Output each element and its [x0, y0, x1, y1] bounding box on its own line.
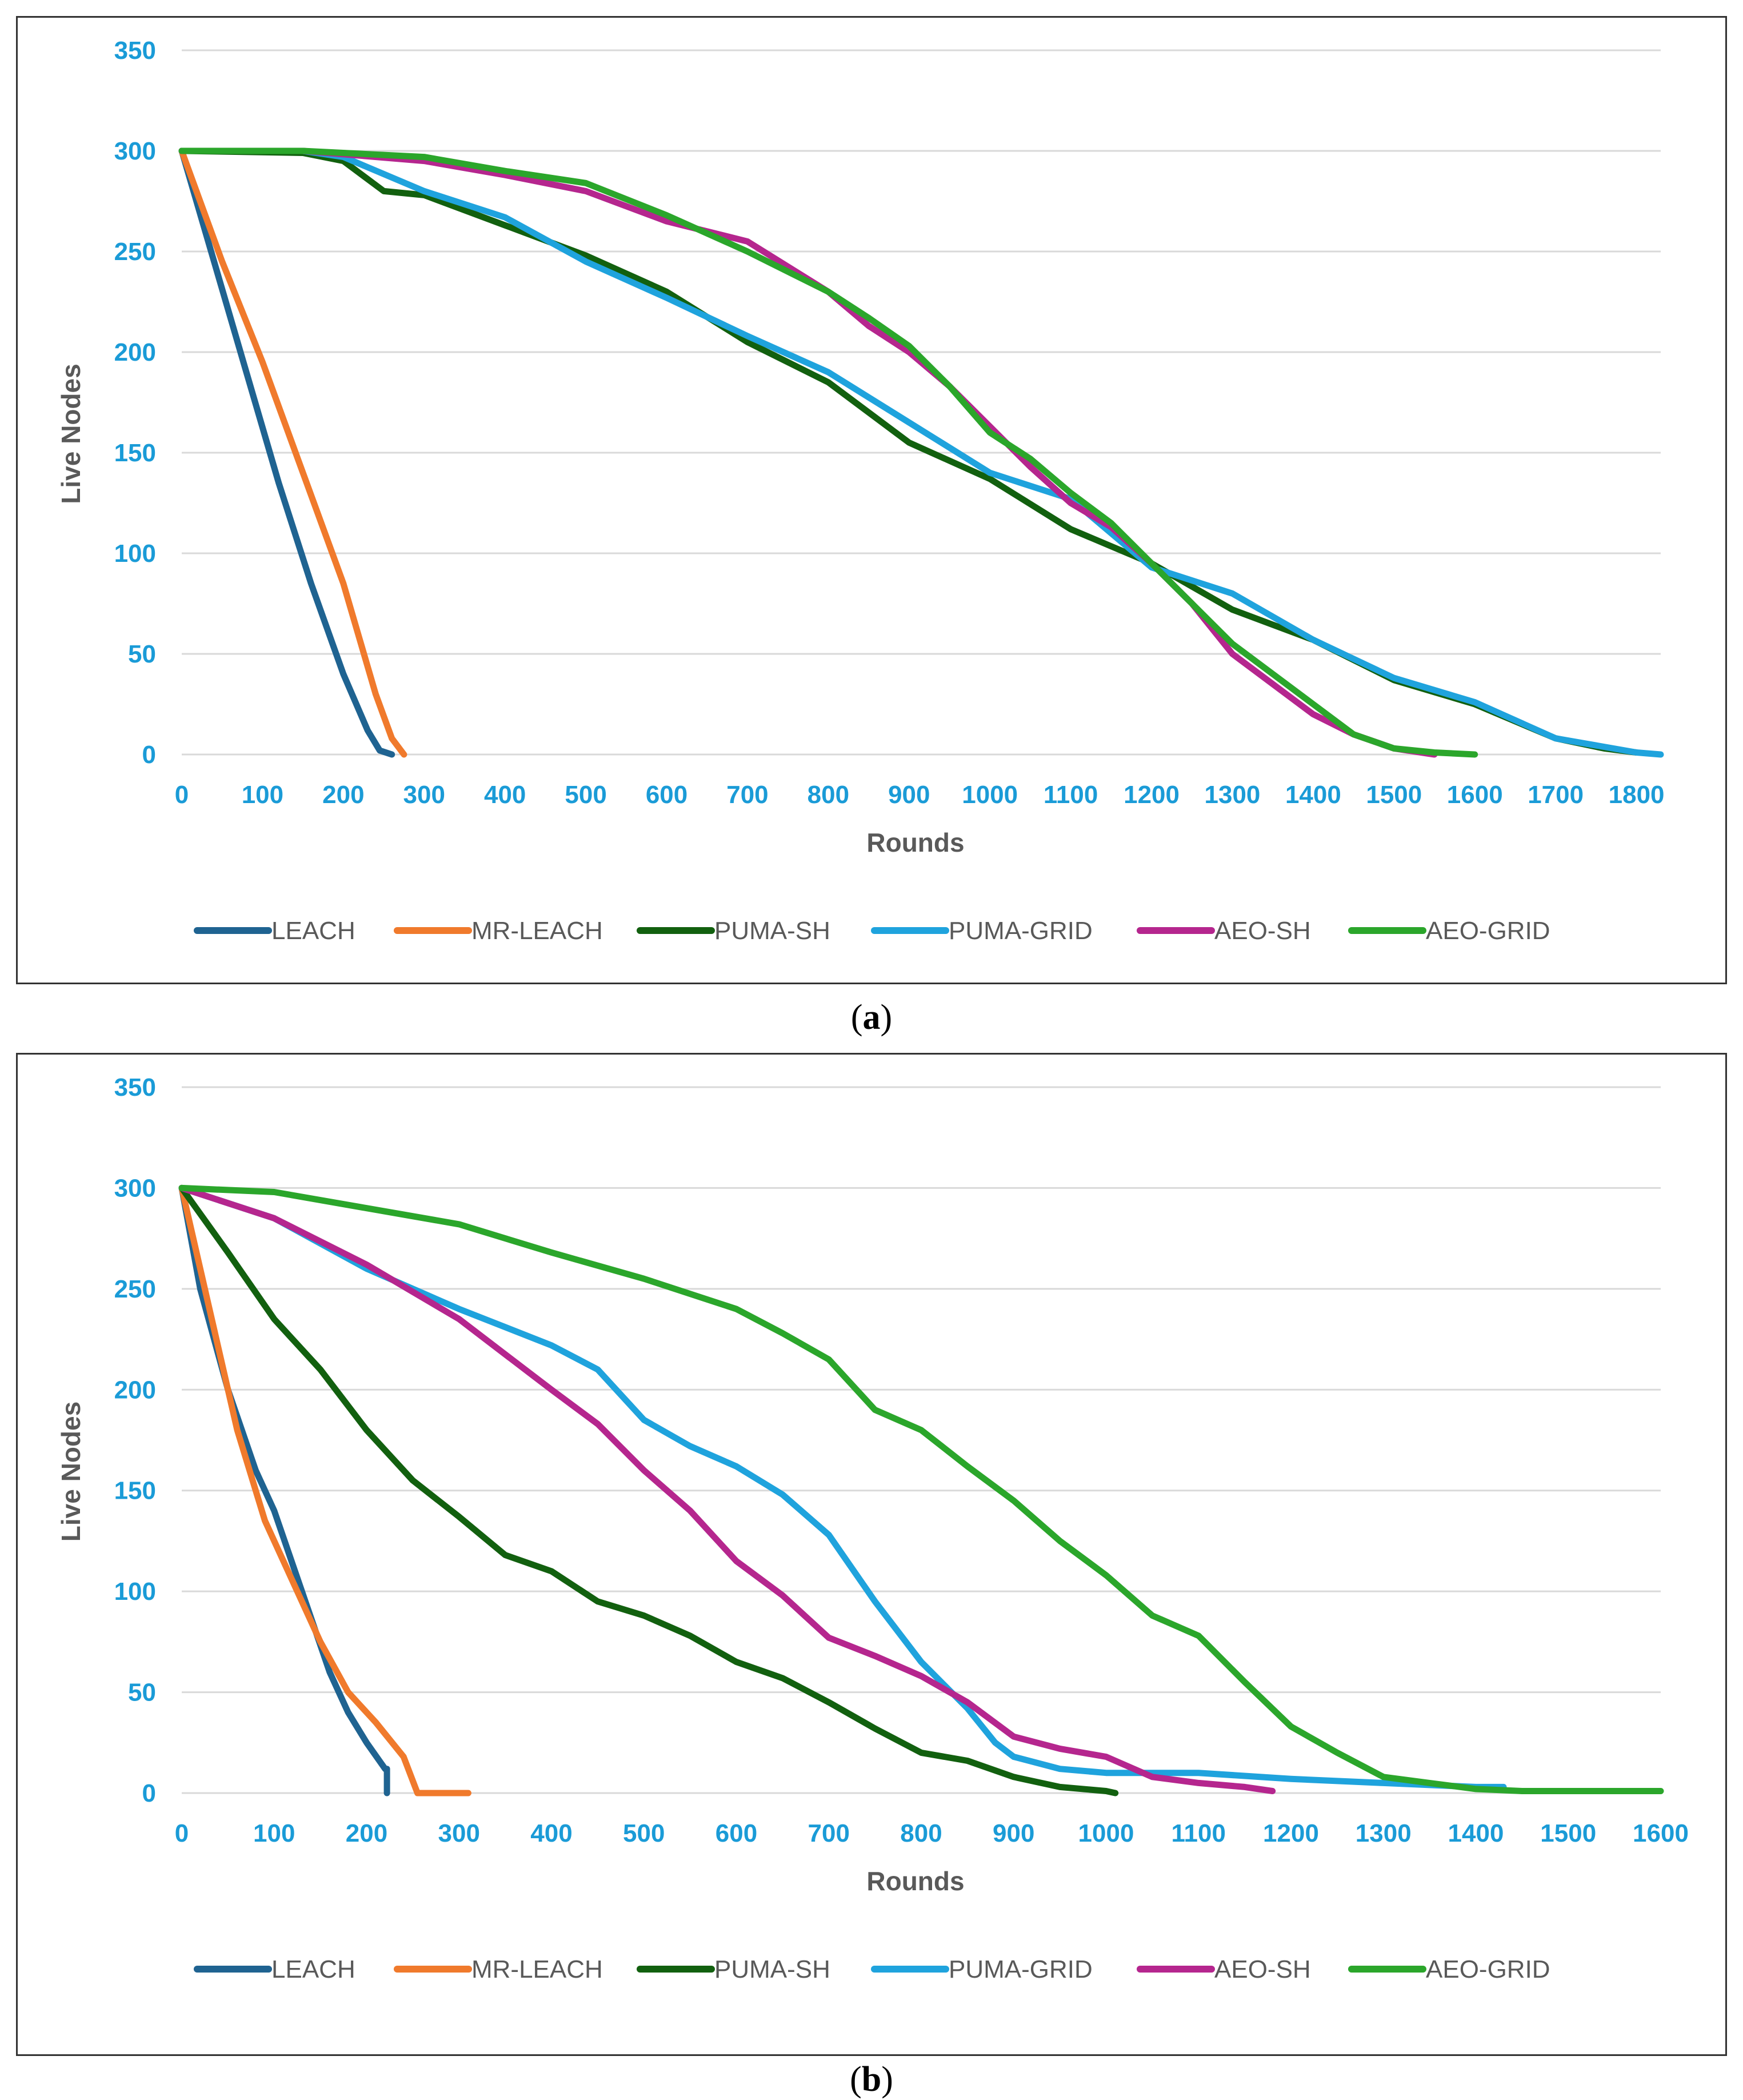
legend-label-puma-sh: PUMA-SH — [714, 917, 830, 945]
chart-b: 0 50 100 150 200 250 300 350 0 100 200 300 400 500 600… — [56, 1073, 1689, 1983]
series-line-mr-leach — [178, 147, 407, 758]
legend-label-leach: LEACH — [271, 1955, 355, 1983]
legend-label-puma-grid: PUMA-GRID — [949, 917, 1093, 945]
series-line-puma-sh — [178, 147, 1640, 756]
y-tick-label: 50 — [128, 1679, 156, 1707]
y-axis-title: Live Nodes — [56, 1402, 86, 1542]
chart-a: 0 50 100 150 200 250 300 350 0 100 200 300 400 500 600… — [56, 37, 1665, 945]
caption-a: (a) — [850, 998, 893, 1037]
series-line-puma-sh — [178, 1184, 1119, 1796]
series-line-aeo-sh — [178, 1184, 1276, 1794]
x-tick-label: 300 — [438, 1819, 480, 1847]
y-tick-label: 300 — [114, 137, 156, 165]
y-axis-title: Live Nodes — [56, 364, 86, 504]
series-line-mr-leach — [178, 1184, 471, 1796]
x-tick-label: 300 — [403, 781, 445, 809]
y-tick-label: 200 — [114, 1376, 156, 1404]
y-tick-label: 300 — [114, 1174, 156, 1202]
x-axis-title: Rounds — [866, 1866, 964, 1896]
x-tick-label: 900 — [993, 1819, 1034, 1847]
x-tick-label: 900 — [888, 781, 930, 809]
x-tick-label: 1000 — [1078, 1819, 1134, 1847]
chart-panel-a — [16, 16, 1727, 984]
x-axis-title: Rounds — [866, 828, 964, 857]
caption-b-letter: b — [861, 2060, 882, 2099]
x-tick-label: 100 — [253, 1819, 295, 1847]
x-tick-label: 400 — [530, 1819, 572, 1847]
legend-label-puma-grid: PUMA-GRID — [949, 1955, 1093, 1983]
y-tick-label: 50 — [128, 640, 156, 668]
y-tick-label: 100 — [114, 1578, 156, 1606]
y-tick-label: 250 — [114, 238, 156, 266]
legend-label-aeo-grid: AEO-GRID — [1426, 1955, 1550, 1983]
series-line-aeo-grid — [178, 1184, 1664, 1794]
y-tick-label: 0 — [142, 741, 156, 769]
series-line-puma-grid — [178, 147, 1664, 758]
x-tick-label: 1300 — [1205, 781, 1261, 809]
x-tick-label: 1400 — [1448, 1819, 1504, 1847]
x-tick-label: 700 — [726, 781, 768, 809]
x-tick-label: 1800 — [1609, 781, 1665, 809]
x-tick-label: 1000 — [962, 781, 1018, 809]
series-line-leach — [178, 147, 395, 758]
y-tick-label: 350 — [114, 1073, 156, 1101]
x-tick-label: 1500 — [1366, 781, 1422, 809]
x-tick-label: 1600 — [1447, 781, 1503, 809]
legend-label-aeo-sh: AEO-SH — [1214, 1955, 1311, 1983]
legend-label-mr-leach: MR-LEACH — [471, 917, 603, 945]
legend-label-mr-leach: MR-LEACH — [471, 1955, 603, 1983]
legend-label-aeo-sh: AEO-SH — [1214, 917, 1311, 945]
x-tick-label: 400 — [484, 781, 526, 809]
x-tick-label: 800 — [807, 781, 849, 809]
y-tick-label: 200 — [114, 338, 156, 366]
x-tick-label: 0 — [175, 781, 189, 809]
x-tick-label: 700 — [808, 1819, 850, 1847]
x-tick-label: 1200 — [1124, 781, 1180, 809]
x-tick-label: 0 — [175, 1819, 189, 1847]
y-tick-label: 350 — [114, 37, 156, 65]
x-tick-label: 600 — [715, 1819, 757, 1847]
y-tick-label: 150 — [114, 1477, 156, 1505]
legend-label-puma-sh: PUMA-SH — [714, 1955, 830, 1983]
y-tick-label: 100 — [114, 540, 156, 568]
x-tick-label: 1100 — [1172, 1819, 1226, 1847]
series-line-aeo-grid — [178, 147, 1478, 758]
x-tick-label: 200 — [346, 1819, 387, 1847]
x-tick-label: 1500 — [1540, 1819, 1596, 1847]
y-tick-label: 250 — [114, 1275, 156, 1303]
series-line-puma-grid — [178, 1184, 1507, 1790]
x-tick-label: 1700 — [1528, 781, 1584, 809]
x-tick-label: 600 — [646, 781, 687, 809]
y-tick-label: 150 — [114, 439, 156, 467]
x-tick-label: 1200 — [1263, 1819, 1319, 1847]
x-tick-label: 800 — [900, 1819, 942, 1847]
x-tick-label: 100 — [242, 781, 283, 809]
y-tick-label: 0 — [142, 1779, 156, 1807]
chart-panel-b — [16, 1053, 1727, 2056]
caption-b: (b) — [850, 2060, 893, 2099]
caption-a-letter: a — [862, 998, 881, 1037]
x-tick-label: 1100 — [1044, 781, 1098, 809]
x-tick-label: 1400 — [1285, 781, 1341, 809]
x-tick-label: 200 — [322, 781, 364, 809]
x-tick-label: 1600 — [1633, 1819, 1689, 1847]
legend-label-aeo-grid: AEO-GRID — [1426, 917, 1550, 945]
x-tick-label: 500 — [565, 781, 606, 809]
legend-label-leach: LEACH — [271, 917, 355, 945]
x-tick-label: 500 — [623, 1819, 665, 1847]
x-tick-label: 1300 — [1356, 1819, 1412, 1847]
